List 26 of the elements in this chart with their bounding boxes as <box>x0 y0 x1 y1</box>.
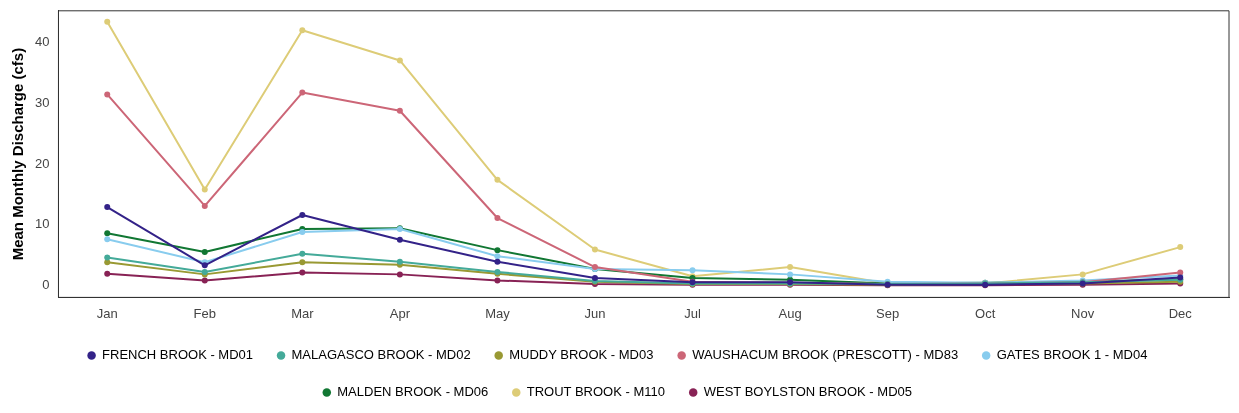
legend-label: WAUSHACUM BROOK (PRESCOTT) - MD83 <box>692 347 959 363</box>
x-tick-label: Feb <box>193 305 216 321</box>
y-tick-label: 30 <box>34 95 50 111</box>
x-tick-label: Nov <box>1071 305 1095 321</box>
x-tick-label: Aug <box>778 305 802 321</box>
y-tick-label: 40 <box>34 34 50 50</box>
legend-label: MUDDY BROOK - MD03 <box>509 347 654 363</box>
x-tick-label: Mar <box>291 305 315 321</box>
legend-label: MALDEN BROOK - MD06 <box>337 384 489 400</box>
x-tick-label: Jun <box>584 305 606 321</box>
x-tick-label: May <box>485 305 511 321</box>
legend-label: MALAGASCO BROOK - MD02 <box>291 347 471 363</box>
legend-label: WEST BOYLSTON BROOK - MD05 <box>703 384 912 400</box>
x-tick-label: Jul <box>684 305 701 321</box>
y-axis-title: Mean Monthly Discharge (cfs) <box>9 47 27 261</box>
x-tick-label: Oct <box>975 305 996 321</box>
x-tick-label: Jan <box>96 305 118 321</box>
x-tick-label: Dec <box>1168 305 1193 321</box>
legend-label: GATES BROOK 1 - MD04 <box>996 347 1148 363</box>
y-tick-label: 0 <box>42 276 50 292</box>
x-tick-label: Sep <box>876 305 900 321</box>
x-tick-label: Apr <box>389 305 411 321</box>
y-tick-label: 10 <box>34 216 50 232</box>
legend-label: FRENCH BROOK - MD01 <box>102 347 254 363</box>
legend-label: TROUT BROOK - M110 <box>526 384 665 400</box>
y-tick-label: 20 <box>34 155 50 171</box>
